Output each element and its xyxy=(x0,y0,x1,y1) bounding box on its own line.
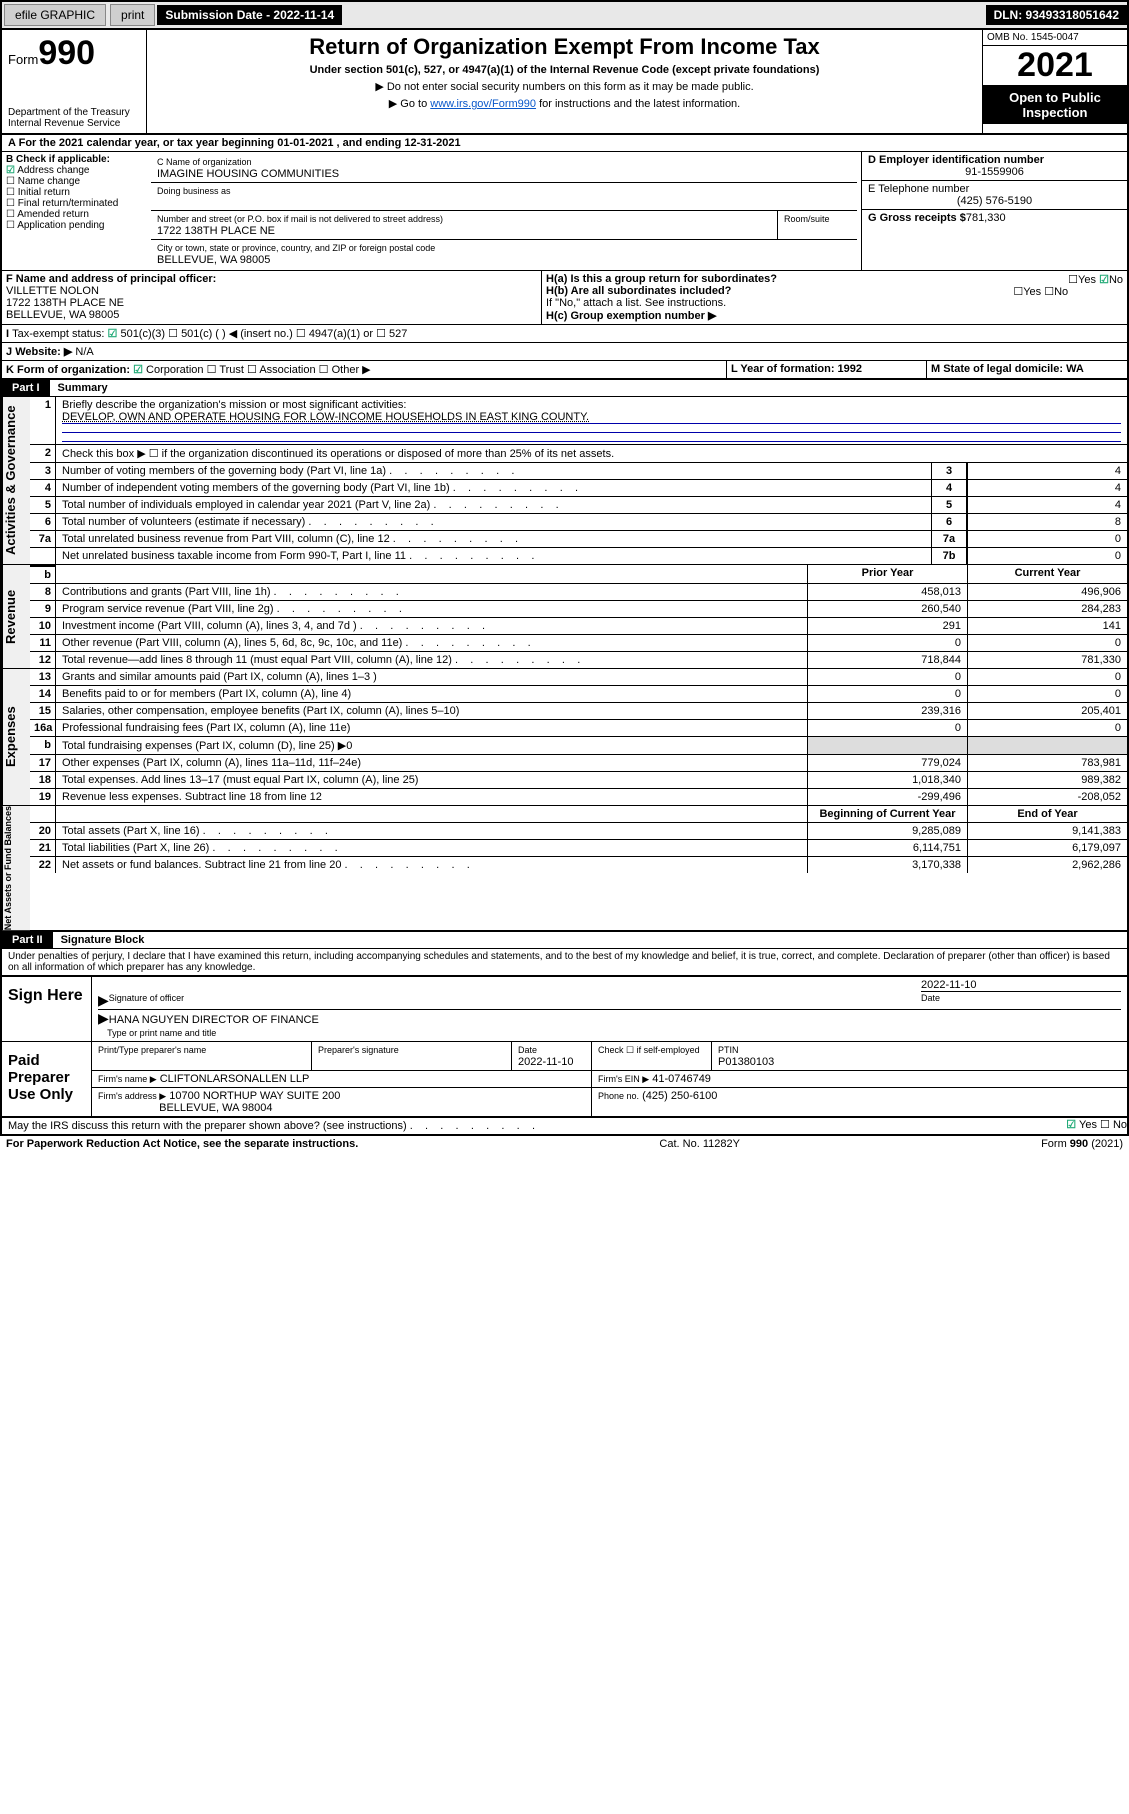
firm-phone: (425) 250-6100 xyxy=(642,1090,717,1102)
part2-label: Part II xyxy=(2,932,53,948)
paid-preparer-label: Paid Preparer Use Only xyxy=(2,1042,92,1116)
omb-number: OMB No. 1545-0047 xyxy=(983,30,1127,46)
group-return-q: H(a) Is this a group return for subordin… xyxy=(546,273,1123,285)
form-label: Form990 xyxy=(8,34,140,73)
open-inspection: Open to Public Inspection xyxy=(983,86,1127,124)
pra-notice: For Paperwork Reduction Act Notice, see … xyxy=(6,1138,358,1150)
cat-no: Cat. No. 11282Y xyxy=(659,1138,740,1150)
org-city: BELLEVUE, WA 98005 xyxy=(157,254,270,266)
subordinates-q: H(b) Are all subordinates included? ☐Yes… xyxy=(546,285,1123,297)
form-title: Return of Organization Exempt From Incom… xyxy=(151,34,978,60)
telephone: (425) 576-5190 xyxy=(868,195,1121,207)
dept-label: Department of the TreasuryInternal Reven… xyxy=(8,107,140,129)
submission-date: Submission Date - 2022-11-14 xyxy=(157,5,342,25)
irs-link[interactable]: www.irs.gov/Form990 xyxy=(430,98,536,110)
website: N/A xyxy=(75,346,93,358)
form-footer: Form 990 (2021) xyxy=(1041,1138,1123,1150)
officer-signer: HANA NGUYEN DIRECTOR OF FINANCE xyxy=(109,1014,319,1026)
check-applicable: B Check if applicable: ☑ Address change … xyxy=(2,152,147,270)
form-note1: ▶ Do not enter social security numbers o… xyxy=(151,80,978,93)
top-bar: efile GRAPHIC print Submission Date - 20… xyxy=(0,0,1129,30)
form-subtitle: Under section 501(c), 527, or 4947(a)(1)… xyxy=(151,64,978,76)
dln: DLN: 93493318051642 xyxy=(986,5,1127,25)
sign-here-label: Sign Here xyxy=(2,977,92,1041)
org-info-block: B Check if applicable: ☑ Address change … xyxy=(0,152,1129,271)
tax-year-range: A For the 2021 calendar year, or tax yea… xyxy=(2,135,467,151)
h-note: If "No," attach a list. See instructions… xyxy=(546,297,1123,309)
state-domicile: M State of legal domicile: WA xyxy=(931,363,1084,375)
tax-year: 2021 xyxy=(983,46,1127,86)
vlabel-revenue: Revenue xyxy=(2,565,30,668)
vlabel-net: Net Assets or Fund Balances xyxy=(2,806,30,930)
officer-label: F Name and address of principal officer: xyxy=(6,273,216,285)
form-note2: ▶ Go to www.irs.gov/Form990 for instruct… xyxy=(151,97,978,110)
vlabel-expenses: Expenses xyxy=(2,669,30,805)
year-formation: L Year of formation: 1992 xyxy=(731,363,862,375)
org-name: IMAGINE HOUSING COMMUNITIES xyxy=(157,168,339,180)
efile-button[interactable]: efile GRAPHIC xyxy=(4,4,106,26)
firm-ein: 41-0746749 xyxy=(652,1073,711,1085)
q2: Check this box ▶ ☐ if the organization d… xyxy=(56,445,1127,462)
ptin: P01380103 xyxy=(718,1056,774,1068)
discuss-q: May the IRS discuss this return with the… xyxy=(2,1118,987,1134)
officer-name: VILLETTE NOLON xyxy=(6,285,99,297)
print-button[interactable]: print xyxy=(110,4,155,26)
form-header: Form990 Department of the TreasuryIntern… xyxy=(0,30,1129,135)
ein: 91-1559906 xyxy=(868,166,1121,178)
mission: DEVELOP, OWN AND OPERATE HOUSING FOR LOW… xyxy=(62,411,589,423)
org-address: 1722 138TH PLACE NE xyxy=(157,225,275,237)
group-exemption: H(c) Group exemption number ▶ xyxy=(546,310,716,322)
gross-receipts: 781,330 xyxy=(966,212,1006,224)
firm-name: CLIFTONLARSONALLEN LLP xyxy=(160,1073,310,1085)
penalties-text: Under penalties of perjury, I declare th… xyxy=(0,949,1129,976)
part1-label: Part I xyxy=(2,380,50,396)
vlabel-governance: Activities & Governance xyxy=(2,397,30,564)
